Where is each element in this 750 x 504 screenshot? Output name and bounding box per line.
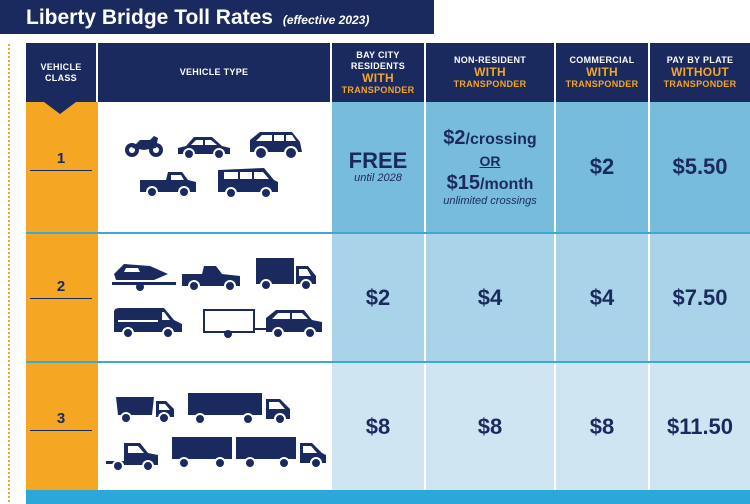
header-non-resident: NON-RESIDENT WITH TRANSPONDER <box>426 43 554 102</box>
row-3-bay-city-rate: $8 <box>332 363 424 490</box>
double-trailer-truck-icon <box>172 437 326 469</box>
header-bay-city-line1: BAY CITY RESIDENTS <box>350 49 406 71</box>
row-divider-2 <box>26 361 750 363</box>
row-2-non-resident-rate: $4 <box>426 234 554 361</box>
header-pay-by-plate-line1: PAY BY PLATE <box>666 55 734 65</box>
title-bar: Liberty Bridge Toll Rates (effective 202… <box>0 0 434 34</box>
dump-truck-icon <box>116 397 174 424</box>
row-divider-1 <box>26 232 750 234</box>
row-1-pay-by-plate-rate: $5.50 <box>650 102 750 232</box>
header-pay-by-plate: PAY BY PLATE WITHOUT TRANSPONDER <box>650 43 750 102</box>
semi-truck-icon <box>188 393 290 425</box>
header-commercial-line1: COMMERCIAL <box>569 55 635 65</box>
free-label: FREE <box>348 148 408 173</box>
header-notch <box>44 102 76 114</box>
free-until-note: until 2028 <box>354 172 402 184</box>
dotted-guide <box>8 44 10 502</box>
row-1-non-resident-rate: $2/crossing OR $15/month unlimited cross… <box>426 102 554 232</box>
row-2-pay-by-plate-rate: $7.50 <box>650 234 750 361</box>
page-title: Liberty Bridge Toll Rates (effective 202… <box>26 6 369 30</box>
header-bay-city: BAY CITY RESIDENTS WITH TRANSPONDER <box>332 43 424 102</box>
unlimited-note: unlimited crossings <box>443 195 537 207</box>
row-3-pay-by-plate-rate: $11.50 <box>650 363 750 490</box>
row-1-commercial-rate: $2 <box>556 102 648 232</box>
header-bay-city-sub: TRANSPONDER <box>341 84 415 95</box>
or-label: OR <box>479 153 501 169</box>
row-2-vehicles <box>98 234 330 361</box>
header-commercial-sub: TRANSPONDER <box>565 79 639 89</box>
monthly-amount: $15 <box>446 172 481 194</box>
title-text: Liberty Bridge Toll Rates <box>26 6 273 29</box>
row-2-commercial-rate: $4 <box>556 234 648 361</box>
header-non-resident-line1: NON-RESIDENT <box>453 55 527 65</box>
header-pay-by-plate-sub: TRANSPONDER <box>663 79 737 89</box>
row-3-non-resident-rate: $8 <box>426 363 554 490</box>
class-2-underline <box>30 298 92 299</box>
pickup-icon <box>140 172 196 198</box>
row-2-bay-city-rate: $2 <box>332 234 424 361</box>
monthly-unit: /month <box>480 176 534 193</box>
header-pay-by-plate-emph: WITHOUT <box>670 65 730 79</box>
per-crossing-unit: /crossing <box>465 131 537 148</box>
class-1-underline <box>30 170 92 171</box>
vehicle-class-column <box>26 102 98 490</box>
cab-truck-icon <box>106 443 158 472</box>
trailer-boat-icon <box>112 264 240 292</box>
header-commercial-emph: WITH <box>586 65 618 79</box>
class-2-label: 2 <box>56 278 66 295</box>
class-3-underline <box>30 430 92 431</box>
motorcycle-icon <box>125 136 163 157</box>
header-non-resident-emph: WITH <box>474 65 506 79</box>
sedan-icon <box>178 137 230 160</box>
header-non-resident-sub: TRANSPONDER <box>453 79 527 89</box>
trailer-with-suv-icon <box>203 309 322 339</box>
header-vehicle-type: VEHICLE TYPE <box>98 43 330 102</box>
effective-date: (effective 2023) <box>282 13 370 27</box>
header-vehicle-class-text: VEHICLE CLASS <box>40 61 82 83</box>
minivan-icon <box>218 168 278 199</box>
header-commercial: COMMERCIAL WITH TRANSPONDER <box>556 43 648 102</box>
class-3-label: 3 <box>56 410 66 427</box>
row-1-bay-city-rate: FREE until 2028 <box>332 102 424 232</box>
row-3-commercial-rate: $8 <box>556 363 648 490</box>
bottom-bar <box>26 490 750 504</box>
row-3-vehicles <box>98 363 330 490</box>
class-1-label: 1 <box>56 150 66 167</box>
header-vehicle-type-text: VEHICLE TYPE <box>179 67 249 77</box>
header-bay-city-emph: WITH <box>362 70 394 85</box>
cargo-van-icon <box>114 308 182 339</box>
per-crossing-amount: $2 <box>443 127 466 149</box>
suv-icon <box>250 132 302 160</box>
header-vehicle-class: VEHICLE CLASS <box>26 43 96 102</box>
box-truck-icon <box>256 258 316 291</box>
row-1-vehicles <box>98 102 330 232</box>
